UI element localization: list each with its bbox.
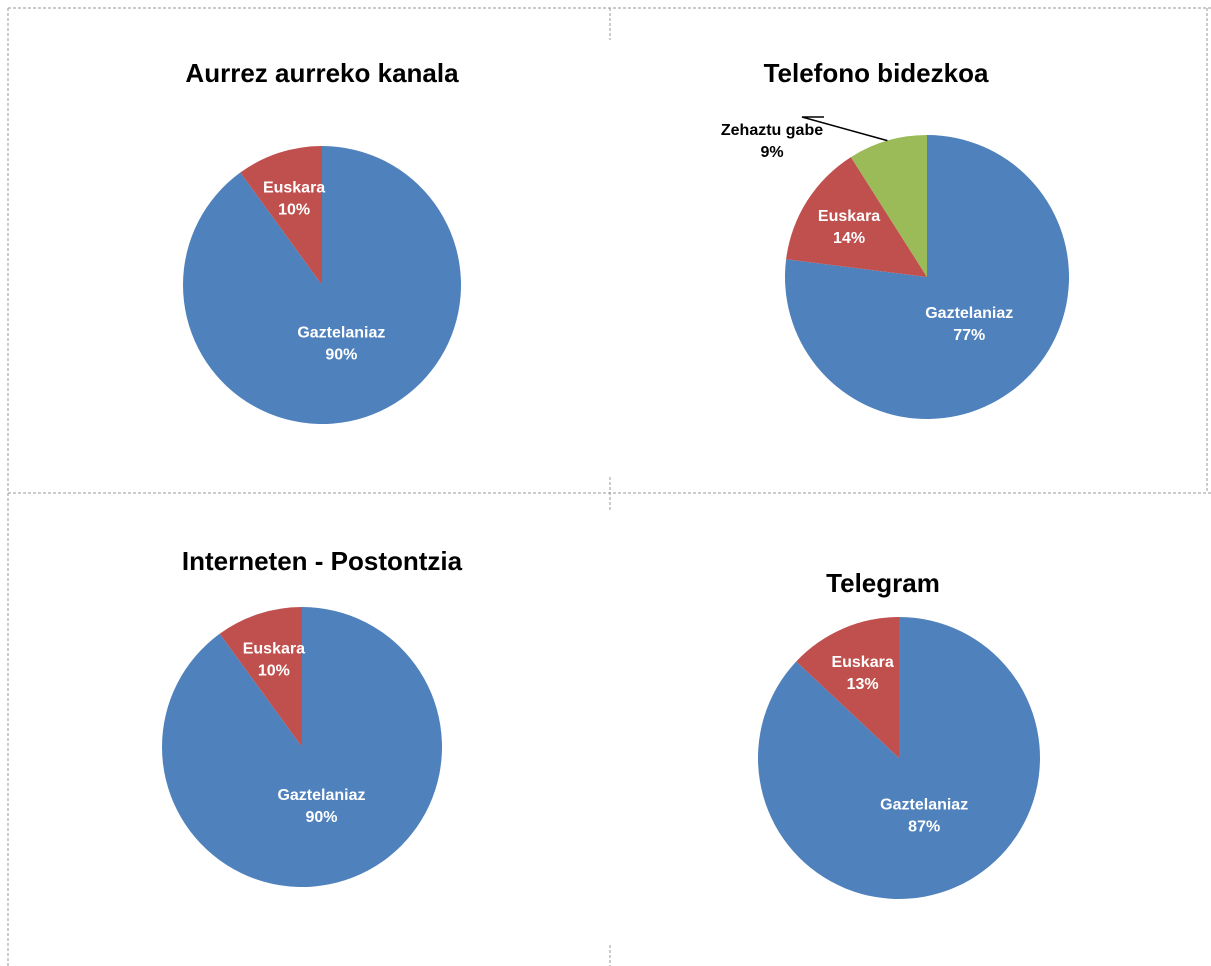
chart-title: Interneten - Postontzia — [182, 546, 463, 576]
pie-slice — [219, 607, 302, 747]
slice-label: Euskara — [263, 179, 325, 196]
slice-value-label: 77% — [953, 327, 985, 344]
slice-value-label: 10% — [278, 201, 310, 218]
pie-slice — [240, 146, 322, 285]
slice-value-label: 14% — [833, 230, 865, 247]
leader-line — [801, 116, 888, 142]
pie-slice — [850, 135, 927, 277]
slice-value-label: 10% — [258, 663, 290, 680]
pie-slice — [796, 617, 899, 758]
slice-label: Gaztelaniaz — [277, 787, 365, 804]
slice-value-label: 13% — [847, 676, 879, 693]
slice-value-label: 87% — [908, 818, 940, 835]
pie-slice — [786, 157, 927, 277]
pie-slice — [785, 135, 1069, 419]
slice-label: Gaztelaniaz — [880, 796, 968, 813]
slice-value-label: 9% — [760, 144, 783, 161]
slice-value-label: 90% — [305, 809, 337, 826]
chart-title: Telefono bidezkoa — [764, 58, 989, 88]
slice-label: Euskara — [831, 654, 893, 671]
chart-title: Aurrez aurreko kanala — [185, 58, 459, 88]
slice-label: Gaztelaniaz — [925, 305, 1013, 322]
pie-slice — [161, 607, 442, 887]
slice-value-label: 90% — [325, 347, 357, 364]
slice-label: Zehaztu gabe — [721, 122, 823, 139]
chart-title: Telegram — [826, 568, 940, 598]
slice-label: Gaztelaniaz — [297, 325, 385, 342]
slice-label: Euskara — [243, 641, 305, 658]
slice-label: Euskara — [818, 208, 880, 225]
